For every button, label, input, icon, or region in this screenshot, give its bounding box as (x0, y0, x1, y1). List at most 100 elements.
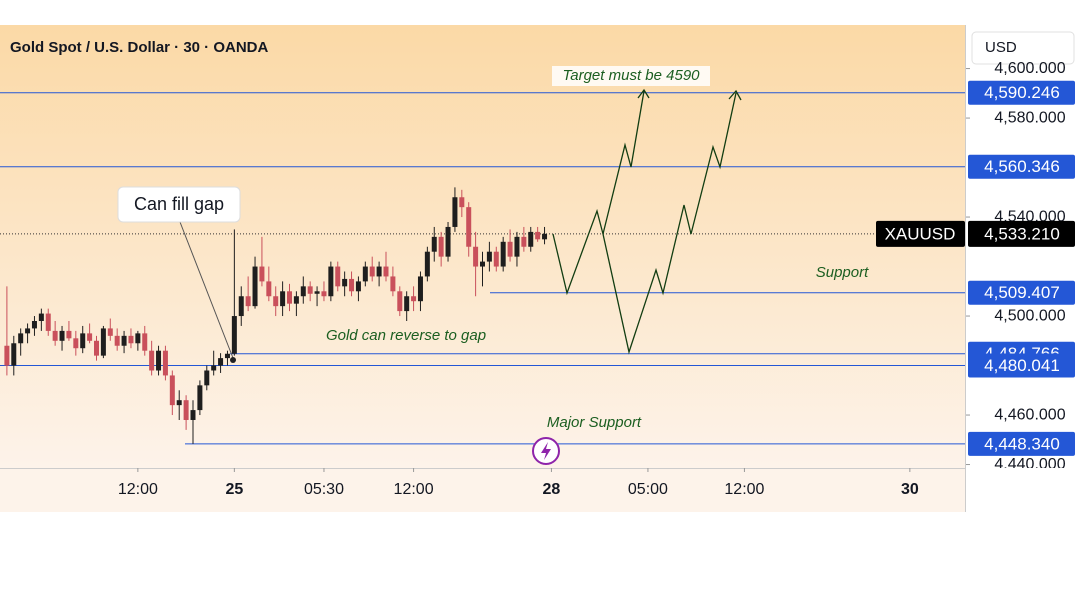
candle-body (45, 313, 51, 331)
plot-background (0, 25, 965, 468)
candle-body (535, 231, 541, 240)
x-tick-label: 12:00 (724, 481, 764, 498)
candle-body (355, 281, 361, 292)
drawings: Target must be 4590 Support Gold can rev… (117, 66, 869, 465)
candle-body (486, 251, 492, 262)
candle-body (266, 281, 272, 297)
candle-body (114, 335, 120, 346)
candle-body (128, 335, 134, 344)
candle-body (300, 286, 306, 297)
candle-body (480, 261, 485, 267)
candle-body (459, 197, 465, 208)
candle-body (218, 358, 224, 366)
candle-body (445, 226, 451, 257)
currency-label[interactable]: USD (985, 39, 1017, 56)
candle-body (31, 320, 37, 329)
candle-body (66, 330, 72, 339)
candle-body (528, 231, 534, 247)
symbol-tag (876, 220, 965, 247)
candle-body (80, 333, 86, 349)
candle-body (362, 266, 368, 282)
annotation-background (552, 66, 710, 86)
callout-dot (230, 357, 236, 363)
event-icon-bolt (541, 442, 551, 460)
candle-body (349, 278, 355, 292)
candle-body (121, 335, 127, 346)
price-tag-label: 4,533.210 (984, 224, 1060, 243)
currency-button[interactable] (971, 31, 1075, 65)
price-tag (968, 280, 1075, 305)
candle-body (59, 330, 65, 341)
candle-body (452, 197, 458, 227)
candle-body (424, 251, 430, 277)
annotation: Gold can reverse to gap (326, 327, 486, 344)
x-tick-label: 05:30 (304, 481, 344, 498)
candle-body (404, 296, 410, 312)
candle-body (500, 241, 506, 267)
candle-body (252, 266, 258, 307)
arrow-head (728, 89, 742, 101)
candle-body (204, 370, 210, 386)
price-tag (968, 80, 1075, 105)
candle-body (211, 365, 217, 371)
callout-line (179, 221, 234, 359)
y-tick-label: 4,600.000 (994, 60, 1065, 77)
candle-body (231, 316, 237, 354)
candle-body (169, 375, 175, 406)
x-tick-label: 12:00 (394, 481, 434, 498)
candle-body (342, 278, 348, 287)
chart-title: Gold Spot / U.S. Dollar · 30 · OANDA (10, 39, 269, 56)
callout-box (117, 186, 241, 223)
candle-body (273, 296, 279, 307)
price-tag-label: 4,509.407 (984, 283, 1060, 302)
candle-body (197, 385, 203, 411)
candle-body (238, 296, 244, 317)
candle-body (18, 333, 24, 344)
candle-body (52, 330, 58, 341)
price-tag (968, 431, 1075, 456)
candle-body (176, 400, 182, 406)
price-tag-label: 4,560.346 (984, 157, 1060, 176)
y-tick-label: 4,460.000 (994, 406, 1065, 423)
candle-body (4, 345, 10, 366)
candle-body (73, 338, 79, 349)
candle-body (259, 266, 265, 282)
candle-body (473, 246, 479, 267)
candle-body (245, 296, 251, 307)
projection-path (602, 92, 737, 355)
x-tick-label: 05:00 (628, 481, 668, 498)
price-tag-label: 4,448.340 (984, 434, 1060, 453)
candle-body (321, 291, 327, 297)
time-axis-background (0, 468, 965, 512)
candle-body (94, 340, 99, 356)
candle-body (514, 236, 520, 257)
candle-body (542, 233, 548, 240)
candle-body (438, 236, 444, 257)
candle-body (376, 266, 382, 277)
candle-body (107, 328, 113, 336)
candle-body (142, 333, 148, 351)
annotation: Major Support (547, 414, 642, 431)
candle-body (135, 333, 141, 344)
candle-body (466, 207, 472, 247)
candle-body (307, 286, 313, 294)
y-tick-label: 4,580.000 (994, 109, 1065, 126)
candle-body (149, 350, 155, 371)
candle-body (411, 296, 417, 302)
candle-body (397, 291, 403, 312)
annotation: Support (816, 264, 869, 281)
candle-body (328, 266, 334, 297)
candle-body (280, 291, 286, 307)
candle-body (287, 291, 292, 304)
x-tick-label: 25 (225, 481, 243, 498)
symbol-tag-label: XAUUSD (885, 224, 956, 243)
candle-body (314, 291, 320, 294)
price-tag (968, 154, 1075, 179)
candle-body (507, 241, 513, 257)
candle-body (224, 353, 230, 359)
price-tag (968, 353, 1075, 378)
candle-body (25, 328, 31, 334)
candle-body (431, 236, 437, 252)
candle-body (162, 350, 168, 376)
